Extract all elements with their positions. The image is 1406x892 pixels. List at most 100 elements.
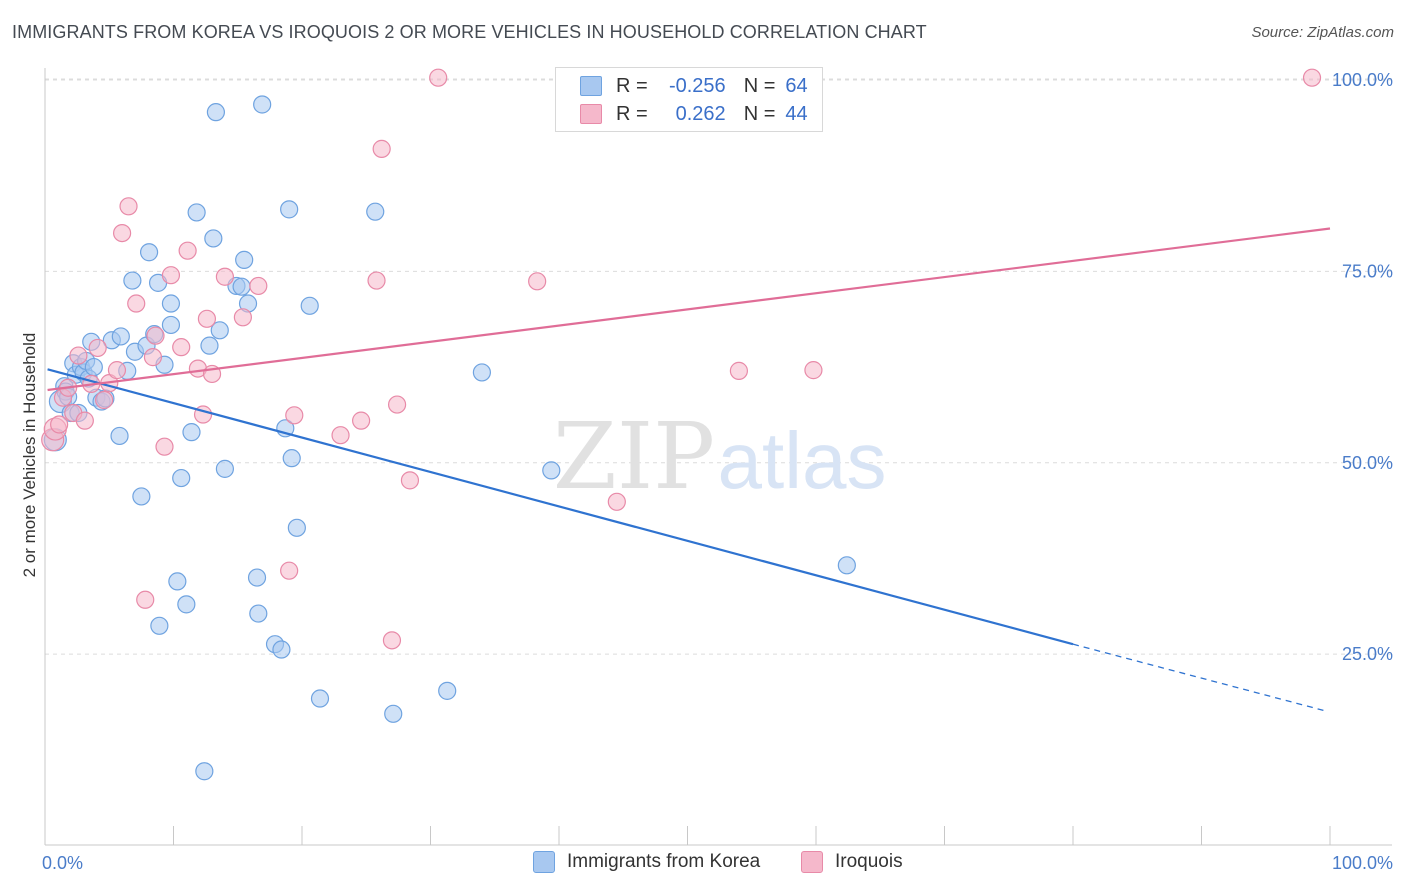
source-label: Source: ZipAtlas.com (1251, 24, 1394, 41)
korea-point (287, 518, 306, 537)
y-axis-label: 2 or more Vehicles in Household (20, 333, 39, 578)
korea-point (247, 568, 267, 587)
korea-point (366, 202, 385, 221)
korea-trend-line (47, 368, 1074, 646)
legend-r-label: R = (616, 102, 648, 125)
iroquois-point (172, 338, 191, 357)
korea-point (187, 203, 206, 222)
iroquois-point (119, 197, 138, 216)
korea-point (150, 616, 169, 635)
y-tick-label: 50.0% (1342, 453, 1393, 473)
iroquois-point (146, 326, 165, 345)
iroquois-trend-line (47, 227, 1331, 392)
korea-point (195, 762, 214, 781)
iroquois-point (280, 561, 299, 580)
iroquois-point (233, 308, 252, 327)
legend-swatch-korea (580, 76, 602, 96)
korea-point (384, 704, 403, 723)
iroquois-point (107, 361, 127, 380)
korea-point (161, 315, 181, 335)
iroquois-point (528, 272, 547, 291)
iroquois-point (367, 271, 386, 290)
iroquois-point (215, 267, 234, 286)
iroquois-point (400, 471, 420, 490)
trend-lines (47, 227, 1331, 712)
korea-point (253, 95, 272, 114)
korea-point (249, 604, 268, 623)
legend-swatch-iroquois (801, 851, 823, 873)
legend-n-value: 64 (785, 74, 808, 97)
iroquois-point (95, 390, 114, 410)
korea-point (210, 321, 229, 340)
tick-labels: 25.0% 50.0% 75.0% 100.0% 0.0% 100.0% (42, 70, 1393, 873)
korea-point (232, 277, 251, 296)
correlation-legend: R = -0.256 N = 64 R = 0.262 N = 44 (555, 67, 823, 132)
x-tick-label: 0.0% (42, 853, 83, 873)
iroquois-point (429, 68, 448, 87)
iroquois-point (112, 224, 132, 243)
legend-swatch-iroquois (580, 104, 602, 124)
korea-point (172, 468, 191, 488)
korea-point (310, 689, 330, 708)
legend-n-label: N = (743, 102, 776, 125)
korea-point (206, 103, 226, 122)
chart-title: IMMIGRANTS FROM KOREA VS IROQUOIS 2 OR M… (12, 22, 927, 42)
legend-r-label: R = (616, 74, 648, 97)
legend-n-label: N = (743, 74, 776, 97)
korea-point (272, 640, 291, 659)
watermark: ZIP atlas (553, 403, 887, 510)
iroquois-point (69, 346, 88, 365)
korea-point (139, 243, 159, 262)
iroquois-point (161, 266, 181, 285)
iroquois-point (75, 411, 94, 430)
iroquois-point (88, 338, 107, 358)
axes (44, 68, 1392, 846)
iroquois-point (155, 437, 174, 456)
legend-r-value: 0.262 (675, 102, 726, 125)
korea-point (84, 357, 103, 377)
iroquois-point (1302, 68, 1322, 87)
iroquois-point (197, 309, 217, 328)
korea-point (123, 271, 142, 290)
legend-item-iroquois: Iroquois (801, 851, 903, 873)
korea-point (161, 294, 181, 313)
y-tick-label: 75.0% (1342, 261, 1393, 281)
iroquois-point (143, 348, 163, 367)
legend-label-korea: Immigrants from Korea (567, 851, 761, 872)
korea-point (182, 423, 201, 442)
iroquois-point (607, 492, 626, 511)
legend-swatch-korea (533, 851, 555, 873)
korea-point (438, 681, 457, 700)
korea-point (282, 449, 301, 468)
iroquois-point (136, 590, 155, 609)
korea-point (215, 459, 234, 478)
korea-point (235, 250, 254, 269)
iroquois-point (249, 276, 268, 296)
iroquois-point (372, 139, 391, 158)
korea-point (110, 426, 129, 446)
watermark-zip: ZIP (553, 403, 715, 510)
iroquois-point (331, 426, 350, 445)
y-tick-label: 25.0% (1342, 644, 1393, 664)
grid-lines (45, 78, 1392, 655)
korea-point (200, 336, 219, 355)
data-points (41, 68, 1322, 781)
watermark-atlas: atlas (718, 416, 887, 505)
legend-r-value: -0.256 (668, 74, 726, 97)
y-tick-label: 100.0% (1332, 70, 1393, 90)
korea-point (837, 556, 856, 575)
legend-row-korea: R = -0.256 N = 64 (580, 73, 808, 99)
iroquois-point (382, 631, 402, 650)
iroquois-point (50, 415, 69, 434)
korea-point (300, 296, 319, 315)
korea-point (168, 572, 187, 591)
x-tick-label: 100.0% (1332, 853, 1393, 873)
legend-row-iroquois: R = 0.262 N = 44 (580, 101, 808, 127)
iroquois-point (178, 241, 197, 260)
iroquois-point (729, 361, 749, 380)
legend-n-value: 44 (785, 102, 808, 125)
korea-point (280, 200, 299, 219)
iroquois-point (387, 395, 407, 414)
korea-point (177, 595, 196, 614)
